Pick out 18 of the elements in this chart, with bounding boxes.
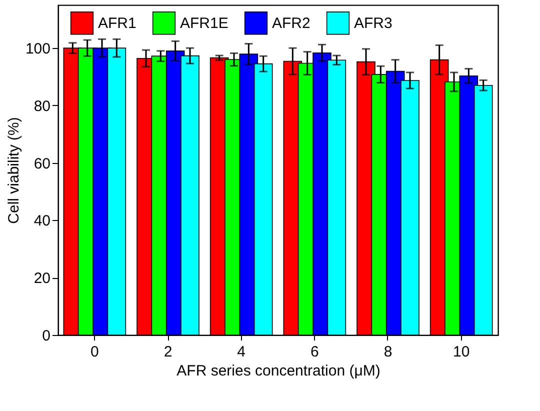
x-axis-title: AFR series concentration (μM) [176,362,380,380]
y-tick-label: 80 [34,98,50,115]
legend-label: AFR3 [354,15,392,32]
x-tick-label: 0 [90,344,99,360]
legend-label: AFR1E [180,15,228,32]
x-tick-label: 8 [384,344,392,360]
x-tick-label: 10 [452,344,470,360]
y-tick-label: 0 [42,328,50,344]
y-tick-label: 20 [34,270,50,288]
y-tick-label: 40 [34,212,50,230]
x-tick-label: 6 [310,344,319,360]
y-axis-title: Cell viability (%) [5,117,22,224]
x-tick-label: 4 [237,344,246,360]
x-tick-label: 2 [164,344,172,360]
y-tick-label: 60 [34,155,50,172]
legend-label: AFR1 [98,15,136,32]
y-tick-label: 100 [25,40,50,58]
legend-label: AFR2 [272,15,310,32]
